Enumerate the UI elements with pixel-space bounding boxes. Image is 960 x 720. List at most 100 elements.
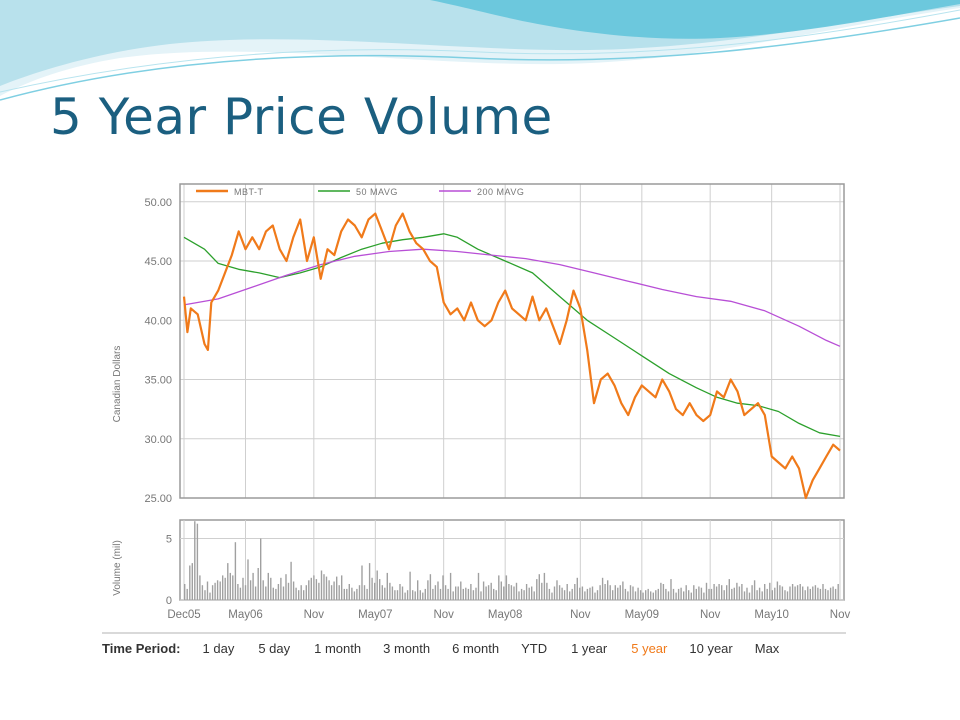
x-tick-label: May08 xyxy=(488,609,523,621)
volume-bar xyxy=(645,590,647,600)
volume-bar xyxy=(647,588,649,600)
period-3-month[interactable]: 3 month xyxy=(383,640,431,656)
volume-bar xyxy=(584,591,586,600)
volume-bar xyxy=(389,582,391,600)
period-10-year[interactable]: 10 year xyxy=(689,640,733,656)
volume-bar xyxy=(566,584,568,600)
volume-bar xyxy=(736,582,738,600)
volume-bar xyxy=(756,590,758,600)
volume-bar xyxy=(386,572,388,600)
volume-bar xyxy=(305,585,307,600)
volume-bar xyxy=(280,577,282,600)
volume-bar xyxy=(262,580,264,600)
volume-bar xyxy=(184,584,186,600)
volume-bar xyxy=(589,587,591,600)
volume-bar xyxy=(437,581,439,600)
x-tick-label: May09 xyxy=(625,609,660,621)
period-1-day[interactable]: 1 day xyxy=(202,640,235,656)
volume-bar xyxy=(503,586,505,600)
volume-bar xyxy=(789,586,791,600)
volume-bar xyxy=(751,585,753,600)
volume-bar xyxy=(574,584,576,600)
volume-bar xyxy=(447,588,449,600)
volume-bar xyxy=(290,561,292,600)
volume-bar xyxy=(710,588,713,600)
period-max[interactable]: Max xyxy=(754,640,780,656)
volume-bar xyxy=(672,588,675,600)
volume-bar xyxy=(330,585,333,600)
volume-bar xyxy=(325,576,328,600)
volume-bar xyxy=(204,590,206,600)
volume-bar xyxy=(267,572,269,600)
volume-bar xyxy=(741,584,743,600)
volume-bar xyxy=(632,586,634,600)
volume-bar xyxy=(581,586,584,600)
volume-bar xyxy=(548,588,551,600)
volume-bar xyxy=(794,586,796,600)
volume-bar xyxy=(543,572,546,600)
volume-bar xyxy=(556,580,558,600)
period-ytd[interactable]: YTD xyxy=(521,640,548,656)
volume-bar xyxy=(829,587,832,600)
volume-bar xyxy=(690,592,692,600)
volume-bar xyxy=(799,584,801,600)
volume-bar xyxy=(300,585,302,600)
volume-bar xyxy=(604,584,606,600)
volume-bar xyxy=(214,582,216,600)
volume-bar xyxy=(677,588,680,600)
time-period-bar: Time Period: 1 day 5 day 1 month 3 month… xyxy=(102,632,846,662)
volume-bar xyxy=(700,587,703,600)
volume-bar xyxy=(622,581,624,600)
x-tick-label: May10 xyxy=(754,609,789,621)
volume-bar xyxy=(409,571,411,600)
volume-bar xyxy=(310,577,312,600)
volume-bar xyxy=(270,577,272,600)
price-y-tick-label: 35.00 xyxy=(144,375,172,387)
volume-bar xyxy=(343,588,345,600)
period-6-month[interactable]: 6 month xyxy=(452,640,500,656)
volume-bar xyxy=(303,590,305,600)
volume-bar xyxy=(718,584,720,600)
volume-bar xyxy=(391,586,394,600)
volume-bar xyxy=(695,588,697,600)
volume-bar xyxy=(634,591,637,600)
volume-bar xyxy=(834,588,837,600)
volume-bar xyxy=(315,579,318,600)
volume-bar xyxy=(670,579,672,600)
volume-bar xyxy=(201,585,204,600)
volume-bar xyxy=(414,591,416,600)
volume-bar xyxy=(551,592,553,600)
chart-legend: MBT-T 50 MAVG 200 MAVG xyxy=(196,187,524,197)
volume-bar xyxy=(399,584,401,600)
volume-bar xyxy=(229,572,231,600)
volume-bar xyxy=(748,592,751,600)
volume-bar xyxy=(809,588,811,600)
volume-bar xyxy=(731,588,733,600)
volume-bar xyxy=(743,591,746,600)
period-1-year[interactable]: 1 year xyxy=(571,640,608,656)
price-y-tick-label: 40.00 xyxy=(144,315,172,327)
period-5-day[interactable]: 5 day xyxy=(258,640,291,656)
volume-bar xyxy=(460,581,462,600)
volume-bar xyxy=(424,588,426,600)
period-1-month[interactable]: 1 month xyxy=(314,640,362,656)
stock-chart-panel: 50.00 45.00 40.00 35.00 30.00 25.00 MBT-T 50 M… xyxy=(96,170,862,680)
volume-bar xyxy=(629,585,632,600)
volume-bar xyxy=(401,586,404,600)
volume-bar xyxy=(515,582,518,600)
volume-bar xyxy=(761,591,763,600)
volume-bar xyxy=(498,575,500,600)
volume-bar xyxy=(356,588,358,600)
volume-bar xyxy=(368,563,371,600)
period-5-year[interactable]: 5 year xyxy=(631,640,668,656)
header-wave-decoration xyxy=(0,0,960,101)
volume-bar xyxy=(338,585,340,600)
volume-bar xyxy=(665,588,667,600)
volume-bar xyxy=(832,586,834,600)
volume-bar xyxy=(520,588,523,600)
volume-bar xyxy=(523,590,525,600)
x-tick-label: Dec05 xyxy=(167,609,200,621)
volume-bar xyxy=(237,584,239,600)
volume-bar xyxy=(576,577,578,600)
volume-bar xyxy=(827,590,829,600)
